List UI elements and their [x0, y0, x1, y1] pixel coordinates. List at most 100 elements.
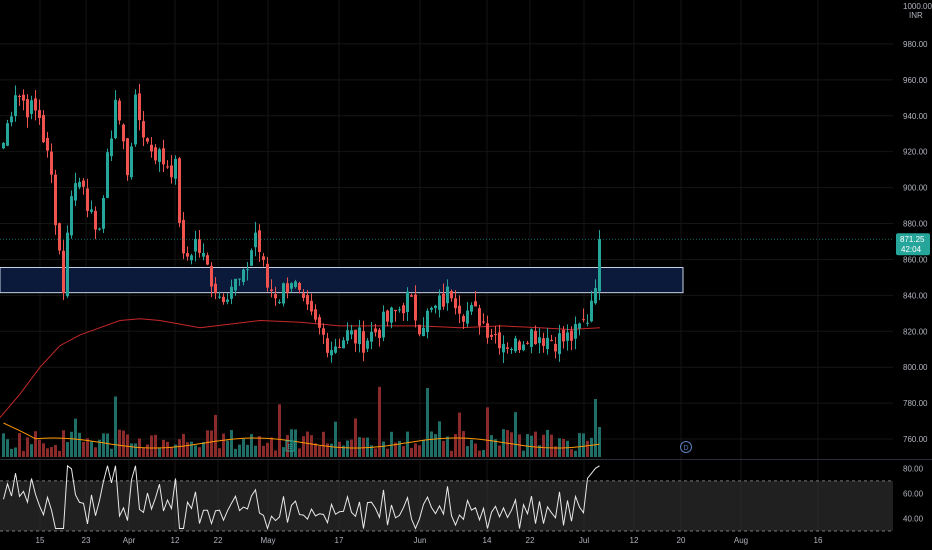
candle[interactable]: [318, 314, 321, 335]
candle[interactable]: [598, 230, 601, 301]
candle[interactable]: [422, 317, 425, 337]
candle[interactable]: [122, 123, 125, 150]
candle[interactable]: [46, 131, 49, 158]
candle[interactable]: [134, 89, 137, 147]
candle[interactable]: [310, 293, 313, 316]
candle[interactable]: [74, 172, 77, 207]
candle[interactable]: [270, 279, 273, 298]
event-markers[interactable]: DE: [285, 440, 692, 453]
rsi-axis[interactable]: 80.00 60.00 40.00: [903, 464, 924, 523]
candle[interactable]: [194, 230, 197, 262]
candle[interactable]: [406, 287, 409, 322]
candle[interactable]: [138, 83, 141, 131]
candle[interactable]: [550, 334, 553, 342]
candle[interactable]: [326, 332, 329, 358]
candle[interactable]: [482, 313, 485, 325]
candle[interactable]: [30, 95, 33, 120]
candle[interactable]: [174, 155, 177, 185]
candle[interactable]: [54, 169, 57, 235]
candle[interactable]: [186, 246, 189, 261]
candle[interactable]: [538, 328, 541, 354]
candle[interactable]: [354, 329, 357, 352]
candle[interactable]: [430, 306, 433, 313]
candle[interactable]: [50, 143, 53, 184]
candle[interactable]: [110, 130, 113, 162]
candle[interactable]: [490, 328, 493, 341]
candle[interactable]: [506, 342, 509, 354]
candle[interactable]: [522, 340, 525, 352]
candle[interactable]: [474, 290, 477, 307]
candle[interactable]: [62, 240, 65, 301]
candle[interactable]: [10, 111, 13, 127]
candle[interactable]: [298, 281, 301, 294]
candle[interactable]: [534, 325, 537, 345]
candle[interactable]: [66, 225, 69, 298]
candle[interactable]: [206, 252, 209, 266]
candle[interactable]: [198, 230, 201, 258]
candle[interactable]: [242, 268, 245, 286]
candle[interactable]: [346, 322, 349, 345]
candle[interactable]: [338, 338, 341, 349]
candle[interactable]: [126, 137, 129, 181]
support-resistance-zone[interactable]: [0, 267, 684, 294]
candle[interactable]: [178, 156, 181, 228]
candle[interactable]: [94, 206, 97, 240]
candle[interactable]: [114, 90, 117, 140]
candle[interactable]: [14, 85, 17, 122]
candle[interactable]: [486, 315, 489, 344]
candle[interactable]: [238, 278, 241, 286]
candle[interactable]: [222, 293, 225, 305]
candle[interactable]: [558, 324, 561, 362]
candle[interactable]: [526, 340, 529, 345]
candle[interactable]: [586, 314, 589, 327]
dividend-d-icon[interactable]: D: [680, 441, 692, 453]
candle[interactable]: [414, 285, 417, 328]
candle[interactable]: [418, 324, 421, 337]
candle[interactable]: [158, 147, 161, 172]
candle[interactable]: [34, 89, 37, 121]
candle[interactable]: [226, 293, 229, 305]
earnings-e-icon[interactable]: E: [285, 440, 295, 452]
candle[interactable]: [374, 324, 377, 337]
candle[interactable]: [466, 302, 469, 328]
candle[interactable]: [454, 290, 457, 315]
candle[interactable]: [266, 257, 269, 292]
candle[interactable]: [218, 291, 221, 300]
candle[interactable]: [38, 99, 41, 125]
candle[interactable]: [166, 160, 169, 169]
candle[interactable]: [314, 304, 317, 323]
candle[interactable]: [362, 320, 365, 362]
candle[interactable]: [574, 316, 577, 350]
candle[interactable]: [446, 279, 449, 311]
candle[interactable]: [322, 323, 325, 345]
candle[interactable]: [494, 325, 497, 344]
candle[interactable]: [442, 283, 445, 310]
candle[interactable]: [462, 314, 465, 330]
candle[interactable]: [502, 335, 505, 364]
candle[interactable]: [378, 327, 381, 347]
candle[interactable]: [382, 305, 385, 342]
candle[interactable]: [42, 110, 45, 143]
candle[interactable]: [250, 248, 253, 266]
candle[interactable]: [530, 328, 533, 354]
candle[interactable]: [434, 304, 437, 314]
candle[interactable]: [26, 94, 29, 128]
candle[interactable]: [514, 335, 517, 354]
candle[interactable]: [554, 337, 557, 359]
candle[interactable]: [214, 277, 217, 300]
candle[interactable]: [102, 195, 105, 234]
candle[interactable]: [58, 222, 61, 255]
candle[interactable]: [402, 302, 405, 321]
candle[interactable]: [282, 282, 285, 307]
candle[interactable]: [566, 324, 569, 351]
candle[interactable]: [398, 306, 401, 313]
candle[interactable]: [286, 277, 289, 299]
candle[interactable]: [518, 339, 521, 353]
candle[interactable]: [234, 278, 237, 296]
candle[interactable]: [106, 148, 109, 199]
candle[interactable]: [578, 322, 581, 336]
candle[interactable]: [306, 290, 309, 310]
candle[interactable]: [546, 328, 549, 355]
